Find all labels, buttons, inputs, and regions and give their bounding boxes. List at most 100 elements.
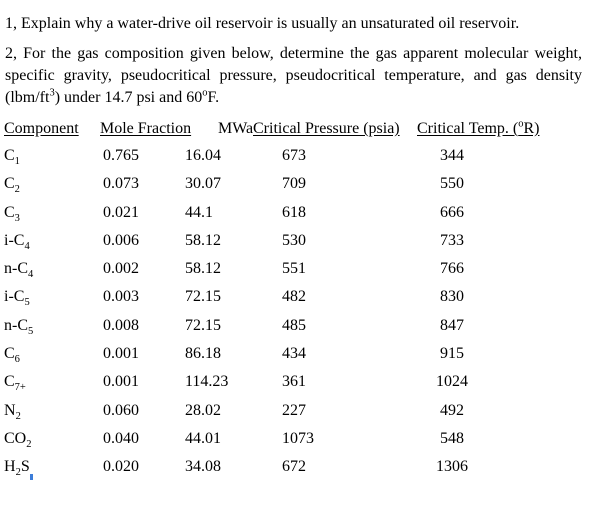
component-subscript: 1 (14, 156, 20, 168)
critical-temp-cell: 1306 (436, 458, 468, 476)
header-critical-temp-text: R) (523, 120, 540, 137)
header-critical-temp-text: Critical Temp. ( (417, 120, 519, 137)
component-subscript: 5 (24, 297, 30, 309)
mole-fraction-cell: 0.002 (103, 260, 139, 278)
component-subscript: 2 (15, 410, 21, 422)
component-cell: i-C5 (4, 288, 30, 309)
component-subscript: 6 (14, 354, 20, 366)
mwa-cell: 72.15 (185, 316, 221, 334)
critical-temp-cell: 915 (440, 345, 464, 363)
header-critical-temp: Critical Temp. (oR) (417, 118, 540, 138)
component-name: C (4, 175, 15, 193)
component-cell: C7+ (4, 373, 26, 394)
critical-temp-cell: 548 (440, 429, 464, 447)
table-row: C7+ 0.001 114.23 361 1024 (0, 373, 600, 401)
table-row: i-C4 0.006 58.12 530 733 (0, 232, 600, 260)
component-subscript: 4 (24, 241, 30, 253)
component-cell: C1 (4, 147, 20, 168)
q2-line3-degree-superscript: o (202, 87, 208, 99)
mole-fraction-cell: 0.003 (103, 288, 139, 306)
critical-pressure-cell: 618 (282, 203, 306, 221)
mole-fraction-cell: 0.006 (103, 231, 139, 249)
component-subscript: 5 (28, 325, 34, 337)
critical-temp-cell: 344 (440, 147, 464, 164)
component-name: n-C (4, 316, 28, 334)
component-cell: n-C5 (4, 316, 34, 337)
critical-temp-cell: 847 (440, 316, 464, 334)
critical-pressure-cell: 1073 (282, 429, 314, 447)
mwa-cell: 114.23 (185, 373, 229, 391)
text-cursor (30, 474, 33, 480)
table-row: CO2 0.040 44.01 1073 548 (0, 430, 600, 458)
critical-temp-cell: 830 (440, 288, 464, 306)
question-2-line-3: (lbm/ft3) under 14.7 psi and 60oF. (5, 87, 582, 109)
critical-pressure-cell: 227 (282, 401, 306, 419)
component-name: N (4, 401, 16, 419)
q2-line3-superscript-3: 3 (49, 87, 55, 99)
mwa-cell: 58.12 (185, 231, 221, 249)
mole-fraction-cell: 0.040 (103, 429, 139, 447)
mole-fraction-cell: 0.001 (103, 373, 139, 391)
mwa-cell: 58.12 (185, 260, 221, 278)
header-mole-fraction: Mole Fraction (100, 120, 192, 137)
component-cell: CO2 (4, 429, 32, 451)
table-rows: C1 0.765 16.04 673 344 C2 0.073 30.07 709 550 C3 0.… (0, 147, 600, 487)
mwa-cell: 44.1 (185, 203, 213, 221)
component-name: S (20, 458, 30, 476)
critical-temp-cell: 666 (440, 203, 464, 221)
component-cell: C6 (4, 345, 20, 366)
component-cell: H2S (4, 458, 30, 478)
question-1: 1, Explain why a water-drive oil reservo… (5, 15, 520, 32)
component-name: H (4, 458, 16, 476)
critical-pressure-cell: 672 (282, 458, 306, 476)
component-name: n-C (4, 260, 28, 278)
table-header-row: Component Mole Fraction MWa Critical Pre… (0, 118, 600, 142)
mwa-cell: 44.01 (185, 429, 221, 447)
mwa-cell: 30.07 (185, 175, 221, 193)
component-name: i-C (4, 288, 25, 306)
component-subscript: 2 (26, 439, 32, 451)
critical-pressure-cell: 530 (282, 231, 306, 249)
critical-pressure-cell: 482 (282, 288, 306, 306)
component-cell: i-C4 (4, 231, 30, 253)
component-name: i-C (4, 231, 25, 249)
table-row: H2S 0.020 34.08 672 1306 (0, 458, 600, 486)
table-row: C2 0.073 30.07 709 550 (0, 175, 600, 203)
question-2: 2, For the gas composition given below, … (5, 43, 582, 109)
critical-pressure-cell: 361 (282, 373, 306, 391)
critical-pressure-cell: 485 (282, 316, 306, 334)
mwa-cell: 86.18 (185, 345, 221, 363)
table-row: n-C5 0.008 72.15 485 847 (0, 317, 600, 345)
header-critical-temp-degree-superscript: o (518, 118, 524, 130)
component-cell: C2 (4, 175, 20, 196)
q2-line3-text: F. (207, 89, 220, 106)
component-subscript: 2 (14, 184, 20, 196)
q2-line3-text: (lbm/ft (5, 89, 50, 106)
component-name: C (4, 147, 15, 164)
component-name: C (4, 373, 15, 391)
critical-temp-cell: 766 (440, 260, 464, 278)
critical-temp-cell: 550 (440, 175, 464, 193)
mole-fraction-cell: 0.073 (103, 175, 139, 193)
question-2-line-1: 2, For the gas composition given below, … (5, 45, 582, 62)
component-cell: C3 (4, 204, 20, 224)
critical-temp-cell: 492 (440, 401, 464, 419)
mole-fraction-cell: 0.765 (103, 147, 139, 164)
critical-temp-cell: 1024 (436, 373, 468, 391)
q2-line3-text: ) under 14.7 psi and 60 (54, 89, 203, 106)
header-critical-pressure: Critical Pressure (psia) (253, 120, 400, 137)
table-row: i-C5 0.003 72.15 482 830 (0, 288, 600, 316)
component-name: CO (4, 429, 27, 447)
component-cell: N2 (4, 401, 21, 422)
mwa-cell: 28.02 (185, 401, 221, 419)
component-subscript: 7+ (14, 382, 26, 394)
mole-fraction-cell: 0.008 (103, 316, 139, 334)
mwa-cell: 34.08 (185, 458, 221, 476)
table-row: N2 0.060 28.02 227 492 (0, 402, 600, 430)
header-mwa: MWa (218, 120, 254, 137)
component-cell: n-C4 (4, 260, 33, 280)
table-row: n-C4 0.002 58.12 551 766 (0, 260, 600, 288)
mwa-cell: 72.15 (185, 288, 221, 306)
mole-fraction-cell: 0.001 (103, 345, 139, 363)
